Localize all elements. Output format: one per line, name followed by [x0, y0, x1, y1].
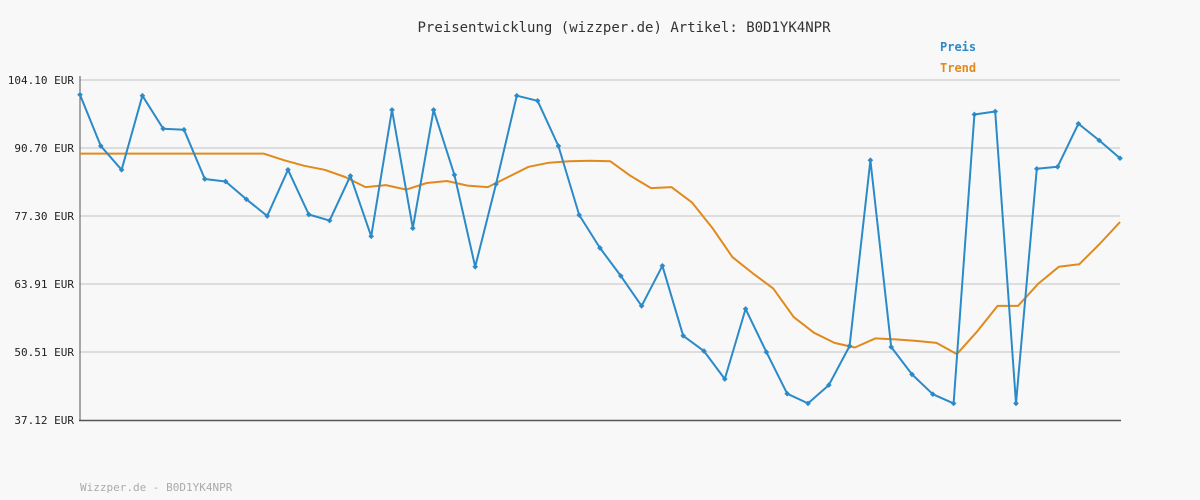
data-point-preis: [867, 157, 874, 164]
data-point-preis: [742, 306, 749, 312]
data-point-preis: [929, 391, 936, 398]
data-point-preis: [1096, 137, 1103, 144]
data-point-preis: [680, 332, 687, 339]
data-point-preis: [389, 107, 395, 113]
data-point-preis: [264, 213, 271, 219]
data-point-preis: [160, 125, 167, 132]
legend-trend: Trend: [940, 61, 976, 75]
y-tick-label: 77.30 EUR: [14, 210, 74, 223]
data-point-preis: [97, 143, 104, 149]
data-point-preis: [617, 273, 624, 279]
data-point-preis: [825, 382, 832, 388]
data-point-preis: [846, 343, 853, 349]
y-tick-label: 50.51 EUR: [14, 346, 74, 359]
data-point-preis: [513, 92, 520, 99]
y-tick-label: 90.70 EUR: [14, 142, 74, 155]
data-point-preis: [326, 217, 333, 224]
data-point-preis: [555, 143, 562, 149]
data-point-preis: [1033, 165, 1040, 172]
y-tick-label: 63.91 EUR: [14, 278, 74, 291]
data-point-preis: [118, 166, 125, 173]
data-point-preis: [576, 212, 583, 218]
data-point-preis: [430, 107, 437, 113]
y-tick-label: 37.12 EUR: [14, 414, 74, 427]
series: [77, 91, 1123, 407]
data-point-preis: [805, 400, 811, 407]
data-point-preis: [784, 390, 791, 397]
data-point-preis: [1075, 120, 1082, 127]
data-point-preis: [347, 173, 354, 179]
y-axis-ticks: 104.10 EUR 90.70 EUR 77.30 EUR 63.91 EUR 50.…: [8, 74, 75, 427]
data-point-preis: [1013, 400, 1019, 407]
data-point-preis: [1054, 163, 1061, 170]
data-point-preis: [222, 178, 229, 185]
data-point-preis: [950, 400, 957, 407]
data-point-preis: [701, 348, 707, 354]
data-point-preis: [409, 225, 416, 232]
data-point-preis: [763, 349, 770, 355]
data-point-preis: [1117, 155, 1123, 162]
data-point-preis: [181, 126, 187, 133]
data-point-preis: [534, 97, 541, 104]
data-point-preis: [721, 376, 728, 382]
data-point-preis: [77, 91, 83, 98]
grid: [80, 79, 1120, 354]
data-point-preis: [992, 108, 999, 115]
data-point-preis: [451, 172, 458, 178]
data-point-preis: [201, 176, 208, 182]
data-point-preis: [597, 245, 603, 251]
data-point-preis: [971, 111, 978, 118]
data-point-preis: [493, 181, 499, 187]
data-point-preis: [305, 211, 312, 218]
data-point-preis: [659, 262, 666, 269]
series-line-trend: [80, 152, 1121, 356]
chart-title: Preisentwicklung (wizzper.de) Artikel: B…: [417, 20, 831, 36]
data-point-preis: [888, 344, 895, 350]
chart-footer: Wizzper.de - B0D1YK4NPR: [80, 481, 233, 494]
data-point-preis: [909, 371, 915, 378]
data-point-preis: [139, 92, 146, 99]
y-tick-label: 104.10 EUR: [8, 74, 75, 87]
data-point-preis: [368, 233, 375, 240]
data-point-preis: [472, 263, 479, 270]
legend-preis: Preis: [940, 40, 976, 54]
data-point-preis: [285, 166, 291, 173]
data-point-preis: [638, 303, 645, 309]
data-point-preis: [243, 196, 250, 203]
